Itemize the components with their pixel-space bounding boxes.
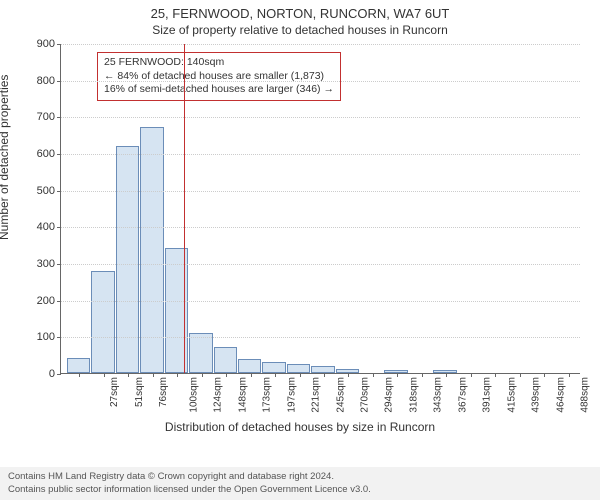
- gridline: [61, 191, 580, 192]
- xtick-label: 488sqm: [580, 377, 591, 413]
- plot-area: 25 FERNWOOD: 140sqm ← 84% of detached ho…: [60, 44, 580, 374]
- footer-line1: Contains HM Land Registry data © Crown c…: [8, 471, 592, 483]
- ytick-mark: [57, 374, 61, 375]
- gridline: [61, 301, 580, 302]
- histogram-bar: [91, 271, 114, 373]
- annotation-line1: 25 FERNWOOD: 140sqm: [104, 56, 334, 70]
- gridline: [61, 81, 580, 82]
- xtick-mark: [324, 373, 325, 377]
- xtick-mark: [104, 373, 105, 377]
- ytick-label: 900: [37, 38, 55, 50]
- xtick-label: 439sqm: [531, 377, 542, 413]
- histogram-bar: [116, 146, 139, 373]
- y-axis-label: Number of detached properties: [0, 75, 11, 240]
- xtick-label: 294sqm: [384, 377, 395, 413]
- xtick-mark: [520, 373, 521, 377]
- xtick-label: 197sqm: [286, 377, 297, 413]
- xtick-mark: [202, 373, 203, 377]
- ytick-label: 500: [37, 185, 55, 197]
- histogram-bar: [67, 358, 90, 373]
- gridline: [61, 264, 580, 265]
- xtick-mark: [544, 373, 545, 377]
- ytick-label: 700: [37, 111, 55, 123]
- histogram-bar: [214, 347, 237, 373]
- ytick-mark: [57, 117, 61, 118]
- xtick-label: 343sqm: [433, 377, 444, 413]
- reference-line: [184, 44, 185, 373]
- histogram-bar: [262, 362, 285, 373]
- histogram-bar: [238, 359, 261, 373]
- xtick-label: 415sqm: [506, 377, 517, 413]
- xtick-label: 318sqm: [409, 377, 420, 413]
- ytick-label: 400: [37, 221, 55, 233]
- xtick-label: 245sqm: [335, 377, 346, 413]
- xtick-mark: [275, 373, 276, 377]
- xtick-mark: [495, 373, 496, 377]
- xtick-mark: [153, 373, 154, 377]
- xtick-label: 270sqm: [360, 377, 371, 413]
- xtick-label: 464sqm: [555, 377, 566, 413]
- xtick-label: 27sqm: [109, 377, 120, 407]
- gridline: [61, 227, 580, 228]
- ytick-label: 200: [37, 295, 55, 307]
- histogram-bar: [384, 370, 407, 373]
- histogram-bar: [336, 369, 359, 373]
- ytick-mark: [57, 264, 61, 265]
- xtick-mark: [471, 373, 472, 377]
- gridline: [61, 154, 580, 155]
- xtick-label: 148sqm: [237, 377, 248, 413]
- chart-container: Number of detached properties 25 FERNWOO…: [0, 40, 600, 440]
- xtick-mark: [397, 373, 398, 377]
- xtick-mark: [348, 373, 349, 377]
- xtick-label: 100sqm: [188, 377, 199, 413]
- xtick-label: 173sqm: [262, 377, 273, 413]
- xtick-label: 367sqm: [457, 377, 468, 413]
- chart-title-main: 25, FERNWOOD, NORTON, RUNCORN, WA7 6UT: [0, 0, 600, 21]
- ytick-mark: [57, 44, 61, 45]
- annotation-box: 25 FERNWOOD: 140sqm ← 84% of detached ho…: [97, 52, 341, 101]
- xtick-mark: [300, 373, 301, 377]
- ytick-mark: [57, 81, 61, 82]
- xtick-label: 51sqm: [134, 377, 145, 407]
- ytick-label: 800: [37, 75, 55, 87]
- xtick-mark: [569, 373, 570, 377]
- ytick-mark: [57, 191, 61, 192]
- ytick-mark: [57, 227, 61, 228]
- gridline: [61, 117, 580, 118]
- xtick-mark: [446, 373, 447, 377]
- xtick-mark: [373, 373, 374, 377]
- xtick-mark: [128, 373, 129, 377]
- ytick-mark: [57, 337, 61, 338]
- xtick-label: 76sqm: [158, 377, 169, 407]
- xtick-mark: [226, 373, 227, 377]
- x-axis-label: Distribution of detached houses by size …: [0, 420, 600, 434]
- histogram-bar: [189, 333, 212, 373]
- ytick-label: 300: [37, 258, 55, 270]
- xtick-label: 391sqm: [482, 377, 493, 413]
- xtick-label: 221sqm: [311, 377, 322, 413]
- xtick-mark: [177, 373, 178, 377]
- histogram-bar: [140, 127, 163, 373]
- ytick-mark: [57, 301, 61, 302]
- annotation-line3: 16% of semi-detached houses are larger (…: [104, 83, 334, 97]
- footer-line2: Contains public sector information licen…: [8, 484, 592, 496]
- ytick-label: 600: [37, 148, 55, 160]
- xtick-mark: [79, 373, 80, 377]
- xtick-mark: [251, 373, 252, 377]
- chart-title-sub: Size of property relative to detached ho…: [0, 21, 600, 41]
- footer-attribution: Contains HM Land Registry data © Crown c…: [0, 467, 600, 500]
- ytick-label: 0: [49, 368, 55, 380]
- ytick-label: 100: [37, 331, 55, 343]
- histogram-bar: [287, 364, 310, 373]
- gridline: [61, 44, 580, 45]
- ytick-mark: [57, 154, 61, 155]
- xtick-mark: [422, 373, 423, 377]
- gridline: [61, 337, 580, 338]
- xtick-label: 124sqm: [213, 377, 224, 413]
- histogram-bar: [433, 370, 456, 373]
- histogram-bar: [311, 366, 334, 373]
